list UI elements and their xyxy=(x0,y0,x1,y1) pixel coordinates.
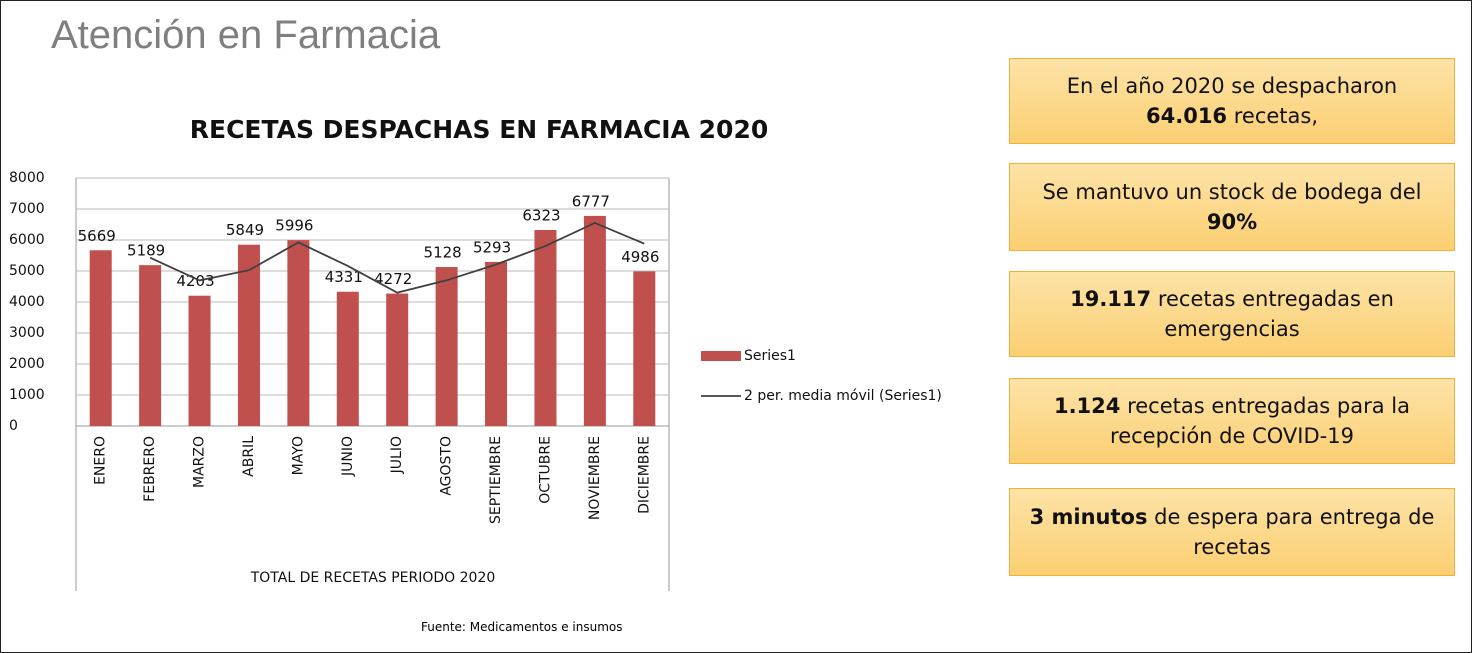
bar xyxy=(188,295,211,426)
bar xyxy=(287,240,310,426)
info-text: 3 minutos de espera para entrega de rece… xyxy=(1028,502,1436,563)
y-tick-label: 5000 xyxy=(9,263,45,279)
data-label: 6323 xyxy=(522,206,560,224)
info-part: En el año 2020 se despacharon xyxy=(1066,73,1398,98)
data-label: 5128 xyxy=(424,244,462,262)
info-highlight: 19.117 xyxy=(1070,286,1152,311)
x-tick-label: NOVIEMBRE xyxy=(587,436,603,520)
legend-swatch xyxy=(701,351,741,361)
y-tick-label: 8000 xyxy=(9,170,45,186)
y-tick-label: 2000 xyxy=(9,356,45,372)
y-tick-label: 6000 xyxy=(9,232,45,248)
bar xyxy=(583,215,606,426)
data-label: 5669 xyxy=(78,227,116,245)
bar xyxy=(386,293,409,426)
info-part: recetas entregadas para la recepción de … xyxy=(1110,393,1411,448)
bar xyxy=(534,229,557,426)
info-part: Se mantuvo un stock de bodega del xyxy=(1042,179,1422,204)
moving-average-line xyxy=(149,221,645,294)
info-box: 3 minutos de espera para entrega de rece… xyxy=(1009,488,1455,576)
info-box: En el año 2020 se despacharon 64.016 rec… xyxy=(1009,58,1455,144)
info-box: 1.124 recetas entregadas para la recepci… xyxy=(1009,378,1455,464)
info-text: 19.117 recetas entregadas en emergencias xyxy=(1028,284,1436,345)
bar xyxy=(336,291,359,426)
data-label: 4986 xyxy=(621,248,659,266)
y-tick-label: 7000 xyxy=(9,201,45,217)
info-box: Se mantuvo un stock de bodega del 90% xyxy=(1009,163,1455,251)
data-label: 4331 xyxy=(325,268,363,286)
x-tick-label: OCTUBRE xyxy=(537,436,553,504)
x-tick-label: ABRIL xyxy=(241,436,257,477)
data-label: 5189 xyxy=(127,242,165,260)
chart-title: RECETAS DESPACHAS EN FARMACIA 2020 xyxy=(190,115,768,144)
data-label: 5849 xyxy=(226,221,264,239)
source: Fuente: Medicamentos e insumos xyxy=(421,620,623,634)
info-part: de espera para entrega de recetas xyxy=(1147,504,1435,559)
info-part: recetas entregadas en emergencias xyxy=(1151,286,1394,341)
data-label: 4203 xyxy=(176,272,214,290)
info-text: En el año 2020 se despacharon 64.016 rec… xyxy=(1028,71,1436,132)
data-label: 6777 xyxy=(572,192,610,210)
data-label: 5293 xyxy=(473,238,511,256)
info-text: 1.124 recetas entregadas para la recepci… xyxy=(1028,391,1436,452)
x-tick-label: MAYO xyxy=(290,436,306,475)
info-text: Se mantuvo un stock de bodega del 90% xyxy=(1028,177,1436,238)
x-tick-label: FEBRERO xyxy=(142,436,158,502)
x-tick-label: AGOSTO xyxy=(439,436,455,496)
bar xyxy=(89,250,112,426)
bar xyxy=(485,261,508,426)
info-highlight: 3 minutos xyxy=(1029,504,1148,529)
y-tick-label: 4000 xyxy=(9,294,45,310)
x-tick-label: JULIO xyxy=(389,436,405,474)
x-tick-label: JUNIO xyxy=(340,436,356,477)
x-tick-label: DICIEMBRE xyxy=(636,436,652,514)
y-tick-label: 1000 xyxy=(9,387,45,403)
data-label: 4272 xyxy=(374,270,412,288)
page-title: Atención en Farmacia xyxy=(51,13,441,57)
info-highlight: 1.124 xyxy=(1053,393,1121,418)
info-highlight: 64.016 xyxy=(1146,104,1228,128)
bar xyxy=(237,244,260,426)
legend-label: Series1 xyxy=(744,348,796,364)
x-tick-label: MARZO xyxy=(192,436,208,488)
bar xyxy=(139,265,162,426)
x-axis-label: TOTAL DE RECETAS PERIODO 2020 xyxy=(250,570,496,586)
bar xyxy=(633,271,656,426)
chart: RECETAS DESPACHAS EN FARMACIA 2020 TOTAL… xyxy=(9,115,942,591)
y-tick-label: 3000 xyxy=(9,325,45,341)
data-label: 5996 xyxy=(275,217,313,235)
info-part: recetas, xyxy=(1227,104,1318,128)
bar xyxy=(435,267,458,426)
info-highlight: 90% xyxy=(1206,210,1258,234)
x-tick-label: SEPTIEMBRE xyxy=(488,436,504,524)
x-tick-label: ENERO xyxy=(93,436,109,485)
legend-label: 2 per. media móvil (Series1) xyxy=(744,388,942,404)
info-box: 19.117 recetas entregadas en emergencias xyxy=(1009,271,1455,357)
y-tick-label: 0 xyxy=(9,418,18,434)
